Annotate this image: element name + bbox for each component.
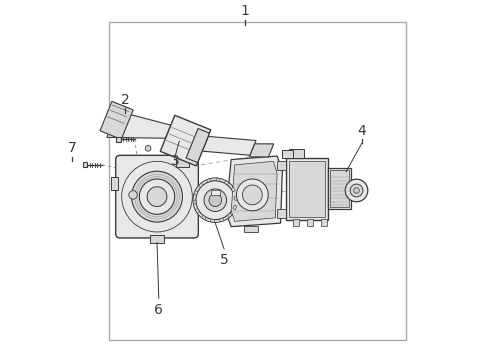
Bar — [289, 161, 325, 217]
Text: 4: 4 — [358, 124, 366, 138]
Polygon shape — [111, 177, 118, 190]
Polygon shape — [160, 115, 211, 166]
Circle shape — [354, 188, 360, 193]
Bar — [277, 209, 286, 218]
Circle shape — [196, 181, 235, 219]
Polygon shape — [177, 158, 189, 166]
Text: 7: 7 — [68, 141, 77, 155]
Bar — [293, 219, 299, 226]
Bar — [117, 137, 121, 141]
Bar — [328, 168, 351, 209]
Bar — [109, 22, 406, 340]
Circle shape — [145, 145, 151, 151]
Bar — [307, 219, 313, 226]
Circle shape — [129, 191, 137, 199]
Polygon shape — [225, 180, 229, 185]
Circle shape — [242, 185, 262, 205]
Bar — [243, 226, 258, 232]
Polygon shape — [186, 129, 209, 163]
Bar — [321, 219, 327, 226]
Bar — [286, 158, 328, 219]
Polygon shape — [100, 101, 133, 139]
Circle shape — [132, 171, 182, 222]
Circle shape — [204, 189, 227, 212]
Polygon shape — [193, 200, 196, 204]
Text: 2: 2 — [121, 93, 130, 107]
Text: 5: 5 — [220, 253, 228, 267]
Bar — [83, 163, 87, 167]
Text: 3: 3 — [171, 154, 180, 168]
Circle shape — [345, 179, 368, 202]
Polygon shape — [194, 190, 198, 195]
Polygon shape — [206, 179, 211, 182]
Text: 6: 6 — [155, 303, 163, 316]
Polygon shape — [211, 190, 219, 195]
Bar — [282, 150, 293, 158]
Circle shape — [139, 179, 175, 214]
Polygon shape — [210, 219, 215, 222]
Text: 1: 1 — [241, 4, 250, 18]
Polygon shape — [199, 183, 203, 187]
Circle shape — [193, 178, 238, 222]
Polygon shape — [228, 213, 232, 218]
Polygon shape — [234, 196, 238, 200]
Bar — [277, 161, 286, 170]
Polygon shape — [195, 209, 200, 213]
Bar — [289, 149, 303, 158]
Polygon shape — [216, 178, 220, 181]
Polygon shape — [220, 218, 224, 222]
Polygon shape — [250, 144, 274, 157]
Circle shape — [237, 179, 268, 211]
FancyBboxPatch shape — [116, 155, 198, 238]
Polygon shape — [233, 205, 237, 210]
Polygon shape — [231, 161, 277, 221]
Circle shape — [350, 184, 363, 197]
Polygon shape — [202, 216, 206, 220]
Circle shape — [147, 187, 167, 207]
Bar — [330, 170, 349, 207]
Polygon shape — [202, 136, 256, 155]
Polygon shape — [150, 236, 164, 243]
Polygon shape — [107, 111, 171, 138]
Polygon shape — [226, 156, 282, 227]
Polygon shape — [231, 187, 235, 192]
Circle shape — [209, 194, 222, 207]
